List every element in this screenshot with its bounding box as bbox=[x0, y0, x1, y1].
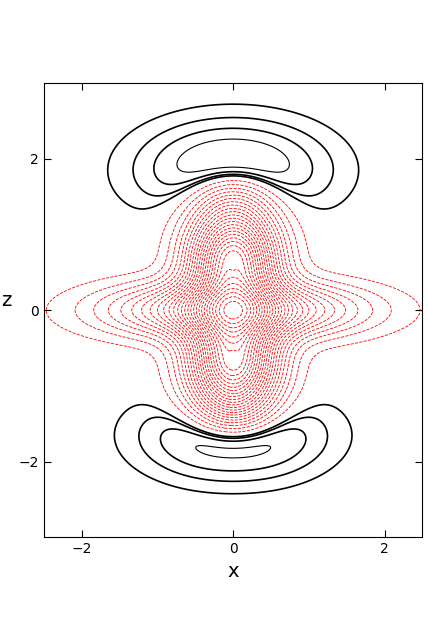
X-axis label: x: x bbox=[227, 562, 239, 581]
Y-axis label: z: z bbox=[1, 291, 11, 310]
